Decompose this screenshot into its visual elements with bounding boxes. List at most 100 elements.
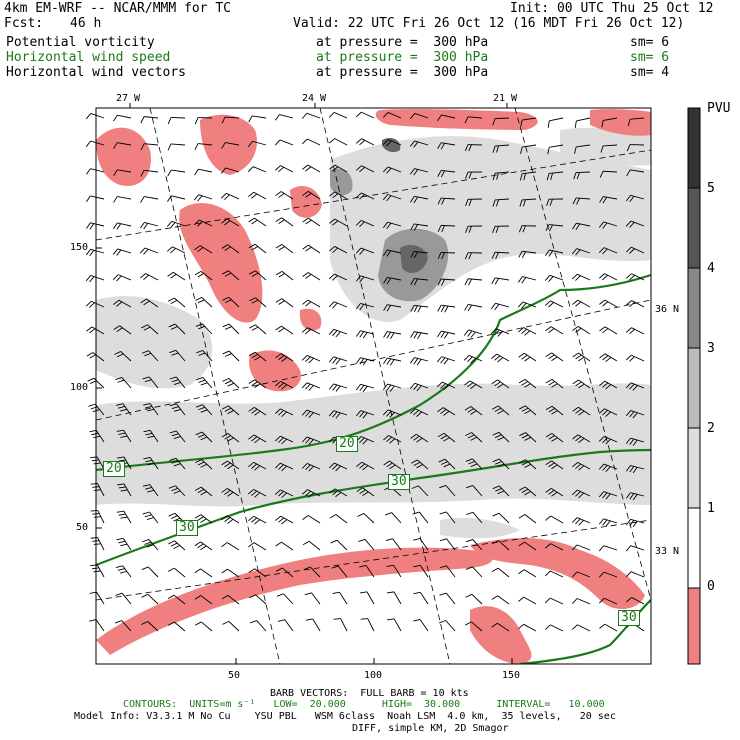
wind-barb [274, 139, 294, 146]
wind-barb [248, 434, 267, 444]
lat-label-33n: 33 N [655, 546, 680, 557]
wind-barb [86, 352, 105, 362]
wind-barb [329, 218, 348, 227]
wind-barb [195, 296, 213, 308]
wind-barb [248, 515, 267, 525]
wind-barb [222, 620, 240, 632]
wind-barb [115, 592, 132, 605]
wind-barb [383, 435, 402, 444]
wind-barb [627, 117, 645, 127]
wind-barb [301, 409, 321, 419]
wind-barb [141, 324, 159, 335]
wind-barb [275, 165, 294, 173]
wind-barb [221, 594, 240, 605]
wind-barb [140, 196, 159, 203]
wind-barb [360, 591, 375, 605]
wind-barb [626, 300, 645, 308]
wind-barb [113, 169, 132, 177]
wind-barb [518, 514, 537, 524]
wind-barb [438, 458, 456, 470]
wind-barb [301, 463, 321, 472]
wind-barb [625, 410, 645, 419]
wind-barb [410, 195, 429, 204]
wind-barb [116, 537, 132, 551]
wind-barb [571, 248, 591, 256]
wind-barb [328, 462, 348, 472]
wind-barb [275, 353, 294, 362]
wind-barb [140, 273, 159, 281]
lon-label-21w: 21 W [493, 93, 518, 104]
wind-barb [302, 489, 321, 498]
wind-barb [355, 383, 375, 393]
wind-barb [492, 485, 510, 497]
wind-barb [195, 431, 213, 443]
contour-label: 30 [388, 474, 410, 490]
wind-barb [520, 144, 537, 154]
wind-barb [302, 164, 321, 173]
wind-barb [356, 165, 375, 173]
wind-barb [545, 249, 564, 257]
y-tick-150: 150 [70, 242, 89, 253]
wind-barb [221, 244, 240, 254]
wind-barb [410, 168, 429, 176]
legend-tick-0: 0 [707, 579, 715, 594]
wind-barb [464, 144, 483, 152]
wind-barb [302, 515, 321, 524]
wind-barb [385, 538, 402, 551]
wind-barb [85, 248, 105, 257]
wind-barb [437, 169, 456, 178]
wind-barb [166, 246, 186, 254]
wind-barb [355, 302, 375, 311]
wind-barb [113, 222, 132, 230]
wind-barb [86, 222, 105, 230]
wind-barb [545, 543, 564, 551]
wind-barb [519, 432, 537, 443]
wind-barb [301, 354, 321, 364]
x-tick-150: 150 [502, 670, 521, 681]
wind-barb [598, 518, 618, 527]
wind-barb [86, 195, 105, 202]
wind-barb [355, 138, 375, 146]
wind-barb [167, 297, 186, 308]
wind-barb [113, 196, 132, 203]
wind-barb [383, 304, 402, 312]
wind-barb [571, 598, 591, 605]
wind-barb [248, 379, 267, 389]
wind-barb [437, 224, 456, 233]
wind-barb [439, 484, 456, 497]
wind-barb [168, 485, 186, 497]
wind-barb [113, 299, 132, 308]
wind-barb [196, 377, 213, 389]
axis-ticks [96, 103, 513, 664]
wind-barb [410, 304, 429, 313]
wind-barb [413, 619, 429, 632]
wind-barb [410, 459, 429, 470]
legend-title: PVU [707, 101, 731, 116]
wind-barb [194, 270, 213, 281]
wind-barb [600, 144, 618, 153]
field-level-wspd: at pressure = 300 hPa [316, 50, 489, 65]
wind-barb [168, 323, 186, 335]
wind-barb [384, 512, 402, 524]
wind-barb [413, 591, 429, 605]
wind-barb [86, 168, 105, 175]
wind-barb [491, 405, 510, 416]
wind-barb [247, 166, 267, 173]
wind-barb [329, 488, 348, 498]
wind-barb [625, 354, 645, 362]
field-name-wspd: Horizontal wind speed [6, 50, 171, 65]
wind-barb [195, 404, 213, 416]
wind-barb [519, 198, 537, 207]
wind-barb [410, 250, 429, 259]
wind-barb [545, 224, 564, 232]
wind-barb [572, 461, 591, 471]
wind-barb [274, 462, 294, 472]
wind-barb [140, 143, 159, 151]
wind-barb [464, 252, 483, 260]
wind-barb [222, 350, 240, 362]
model-info: Model Info: V3.3.1 M No Cu YSU PBL WSM 6… [74, 711, 616, 722]
wind-barb [571, 624, 591, 632]
wind-barb [249, 297, 267, 308]
wind-barb [222, 296, 240, 308]
wind-barb [115, 403, 132, 416]
